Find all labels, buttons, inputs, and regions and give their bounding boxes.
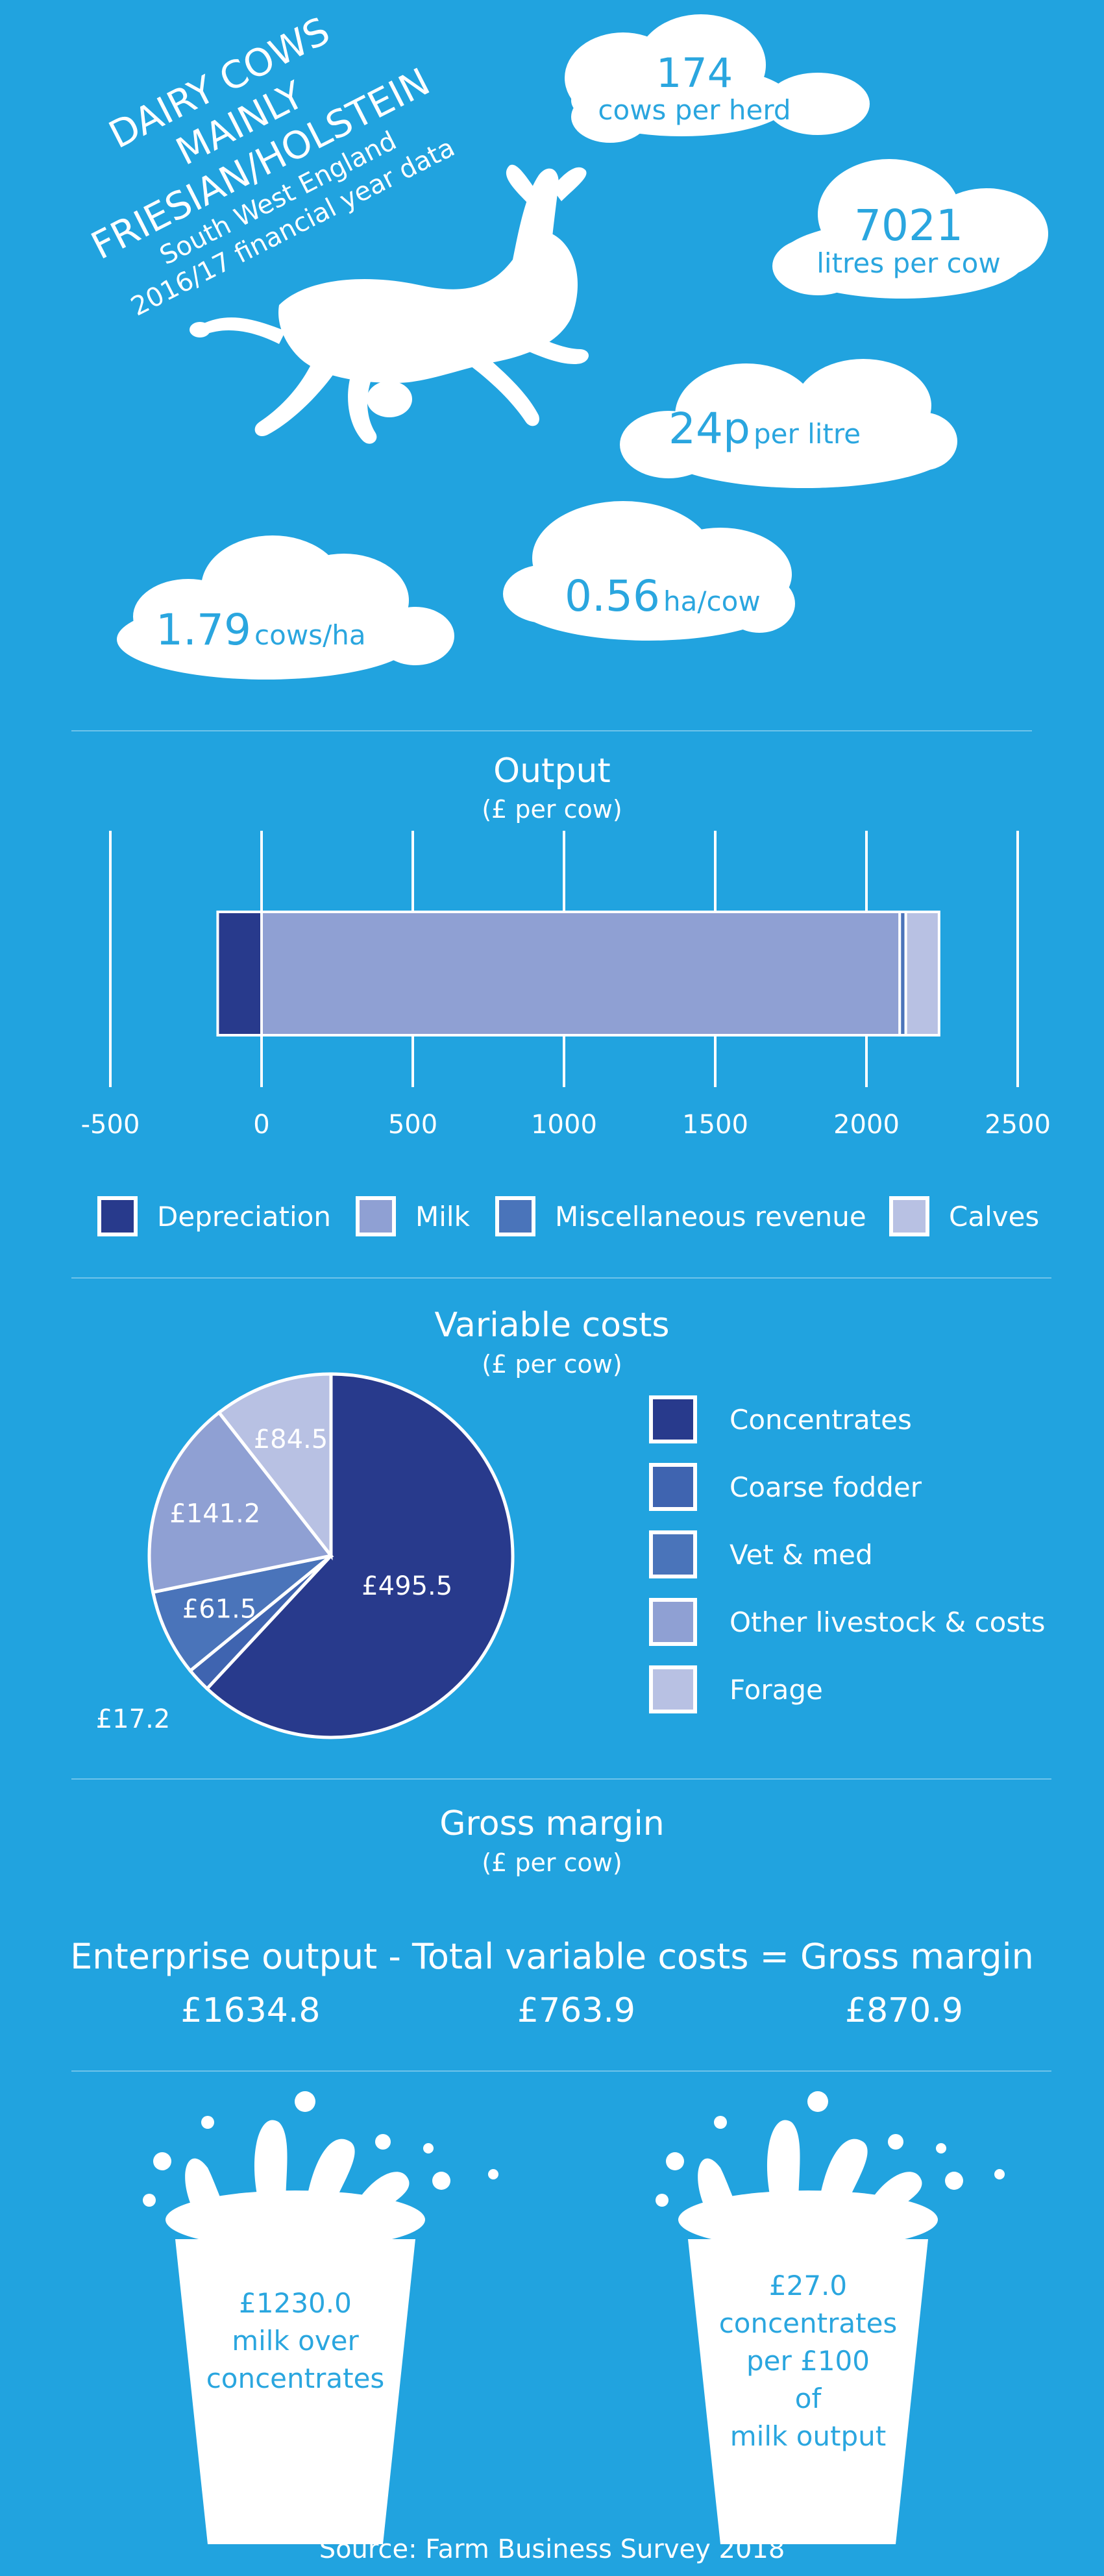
axis-tick-7: 2500	[985, 1110, 1051, 1140]
legend-label-milk: Milk	[415, 1200, 470, 1233]
cloud-stocking	[117, 535, 454, 680]
pie-legend-coarse-fodder: Coarse fodder	[649, 1463, 922, 1511]
stocking-label: cows/ha	[254, 619, 366, 651]
enterprise-output-value: £1634.8	[180, 1991, 321, 2030]
pie-legend-other-livestock: Other livestock & costs	[649, 1598, 1046, 1646]
herd-label: cows per herd	[598, 94, 791, 126]
pie-slice-other-livestock-costs	[147, 1410, 334, 1595]
output-subtitle: (£ per cow)	[482, 795, 622, 824]
divider-1	[71, 730, 1032, 731]
pie-swatch-concentrates	[649, 1395, 697, 1443]
pie-swatch-vet-med	[649, 1530, 697, 1578]
litres-label: litres per cow	[816, 247, 1001, 279]
ha-value: 0.56	[565, 571, 660, 621]
cup-right-line-5: milk output	[730, 2420, 887, 2452]
herd-value: 174	[656, 49, 733, 97]
bar-segment-calves	[904, 911, 940, 1037]
variable-costs-title: Variable costs	[434, 1306, 670, 1345]
axis-tick-5: 1500	[682, 1110, 748, 1140]
pie-slice-forage	[216, 1372, 333, 1561]
legend-swatch-misc	[495, 1196, 535, 1236]
axis-tick-4: 1000	[531, 1110, 597, 1140]
cup-right-line-1: £27.0	[768, 2270, 848, 2301]
pie-label-concentrates: £495.5	[362, 1571, 452, 1601]
cup-right-text: £27.0 concentrates per £100 of milk outp…	[711, 2267, 905, 2455]
milk-splash-left-icon	[143, 2091, 498, 2249]
price-value: 24p	[669, 404, 750, 454]
gross-margin-title: Gross margin	[439, 1804, 665, 1843]
cup-left-text: £1230.0 milk over concentrates	[198, 2285, 393, 2398]
milk-splash-right-icon	[656, 2091, 1005, 2249]
divider-2	[71, 1277, 1051, 1279]
legend-milk: Milk	[356, 1196, 470, 1236]
total-variable-costs-value: £763.9	[517, 1991, 635, 2030]
cup-left-line-1: £1230.0	[239, 2287, 352, 2319]
legend-swatch-calves	[889, 1196, 929, 1236]
cloud-price-text: 24p per litre	[669, 404, 941, 454]
pie-label-vet-med: £61.5	[182, 1595, 257, 1625]
cup-right-line-2: concentrates	[718, 2307, 898, 2339]
cloud-stocking-text: 1.79 cows/ha	[156, 605, 402, 655]
cup-left-line-2: milk over	[232, 2325, 359, 2357]
gross-margin-subtitle: (£ per cow)	[482, 1848, 622, 1877]
axis-tick-2: 0	[253, 1110, 270, 1140]
stocking-value: 1.79	[156, 605, 251, 655]
ha-label: ha/cow	[663, 585, 761, 617]
cup-right-line-3: per £100	[746, 2345, 870, 2377]
cloud-herd-text: 174 cows per herd	[571, 51, 818, 125]
price-label: per litre	[753, 418, 861, 450]
milk-cups-layer	[143, 2091, 1005, 2544]
axis-tick-6: 2000	[833, 1110, 900, 1140]
pie-legend-label-vet-med: Vet & med	[730, 1538, 873, 1571]
legend-label-calves: Calves	[949, 1200, 1040, 1233]
pie-slice-concentrates	[204, 1372, 515, 1739]
gross-margin-value: £870.9	[845, 1991, 963, 2030]
pie-legend-concentrates: Concentrates	[649, 1395, 912, 1443]
legend-swatch-depreciation	[97, 1196, 138, 1236]
cup-left-line-3: concentrates	[206, 2362, 385, 2394]
pie-swatch-other-livestock	[649, 1598, 697, 1646]
pie-legend-label-concentrates: Concentrates	[730, 1403, 912, 1436]
cloud-herd	[565, 14, 870, 143]
cloud-litres-text: 7021 litres per cow	[792, 202, 1025, 278]
variable-costs-pie: £495.5 £17.2 £61.5 £141.2 £84.5	[96, 1372, 515, 1739]
variable-costs-subtitle: (£ per cow)	[482, 1350, 622, 1379]
pie-legend-forage: Forage	[649, 1665, 823, 1713]
legend-label-misc: Miscellaneous revenue	[555, 1200, 866, 1233]
gross-margin-equation: Enterprise output - Total variable costs…	[70, 1936, 1034, 1977]
cloud-ha	[503, 501, 795, 641]
bar-segment-depreciation	[216, 911, 263, 1037]
cloud-litres	[772, 159, 1048, 299]
litres-value: 7021	[854, 201, 963, 251]
cloud-ha-text: 0.56 ha/cow	[565, 571, 798, 621]
cow-icon	[190, 164, 589, 444]
pie-swatch-forage	[649, 1665, 697, 1713]
pie-label-other-livestock-costs: £141.2	[169, 1499, 260, 1528]
pie-legend-label-coarse-fodder: Coarse fodder	[730, 1471, 922, 1503]
pie-legend-label-other-livestock: Other livestock & costs	[730, 1606, 1046, 1638]
legend-calves: Calves	[889, 1196, 1039, 1236]
pie-swatch-coarse-fodder	[649, 1463, 697, 1511]
pie-label-forage: £84.5	[254, 1425, 328, 1454]
legend-swatch-milk	[356, 1196, 396, 1236]
legend-label-depreciation: Depreciation	[157, 1200, 331, 1233]
legend-depreciation: Depreciation	[97, 1196, 331, 1236]
output-bar-chart	[109, 831, 1019, 1087]
divider-3	[71, 1778, 1051, 1780]
pie-legend-vet-med: Vet & med	[649, 1530, 873, 1578]
divider-4	[71, 2070, 1051, 2072]
bar-segment-milk	[260, 911, 902, 1037]
pie-label-coarse-fodder: £17.2	[96, 1704, 171, 1734]
milk-cup-left-icon	[175, 2239, 415, 2544]
pie-legend-label-forage: Forage	[730, 1673, 823, 1706]
source-note: Source: Farm Business Survey 2018	[319, 2534, 785, 2564]
axis-tick-1: -500	[80, 1110, 140, 1140]
clouds-layer	[117, 14, 1048, 680]
output-title: Output	[493, 752, 611, 791]
cup-right-line-4: of	[794, 2383, 822, 2414]
legend-misc: Miscellaneous revenue	[495, 1196, 866, 1236]
cloud-price	[620, 359, 957, 488]
milk-cup-right-icon	[688, 2239, 928, 2544]
axis-tick-3: 500	[387, 1110, 438, 1140]
